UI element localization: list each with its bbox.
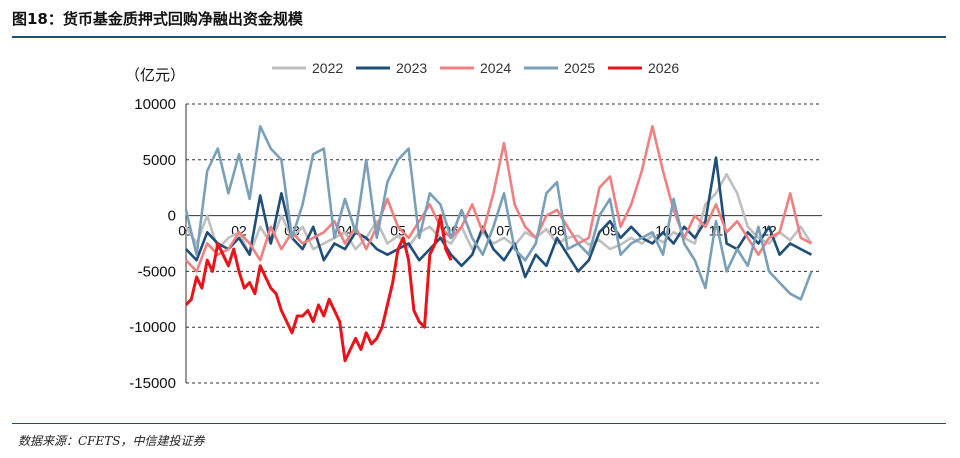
- x-tick-label: 05: [390, 223, 406, 239]
- series-line-2026: [184, 214, 453, 363]
- series-line-2025: [184, 125, 813, 301]
- x-tick-label: 08: [549, 223, 565, 239]
- legend-label-2024: 2024: [480, 60, 511, 76]
- figure-title: 图18：货币基金质押式回购净融出资金规模: [12, 10, 303, 28]
- top-rule: [12, 36, 946, 38]
- y-tick-label: -15000: [129, 375, 176, 392]
- legend-label-2025: 2025: [564, 60, 595, 76]
- series-line-2024: [185, 125, 813, 273]
- legend-label-2022: 2022: [312, 60, 343, 76]
- y-tick-label: 0: [168, 208, 176, 225]
- legend-label-2026: 2026: [648, 60, 679, 76]
- x-tick-label: 07: [496, 223, 512, 239]
- series-line-2022: [184, 173, 813, 256]
- y-tick-label: 10000: [134, 96, 176, 113]
- bottom-rule: [12, 423, 946, 424]
- y-tick-label: 5000: [143, 152, 176, 169]
- series-lines: [184, 125, 813, 363]
- y-unit-label: （亿元）: [125, 66, 185, 84]
- y-tick-label: -5000: [138, 263, 176, 280]
- legend: 2022 2023 2024 2025 2026: [272, 60, 679, 76]
- y-tick-label: -10000: [129, 319, 176, 336]
- y-axis: 10000 5000 0 -5000 -10000 -15000: [129, 96, 187, 392]
- source-note: 数据来源：CFETS，中信建投证券: [18, 434, 205, 448]
- legend-label-2023: 2023: [396, 60, 427, 76]
